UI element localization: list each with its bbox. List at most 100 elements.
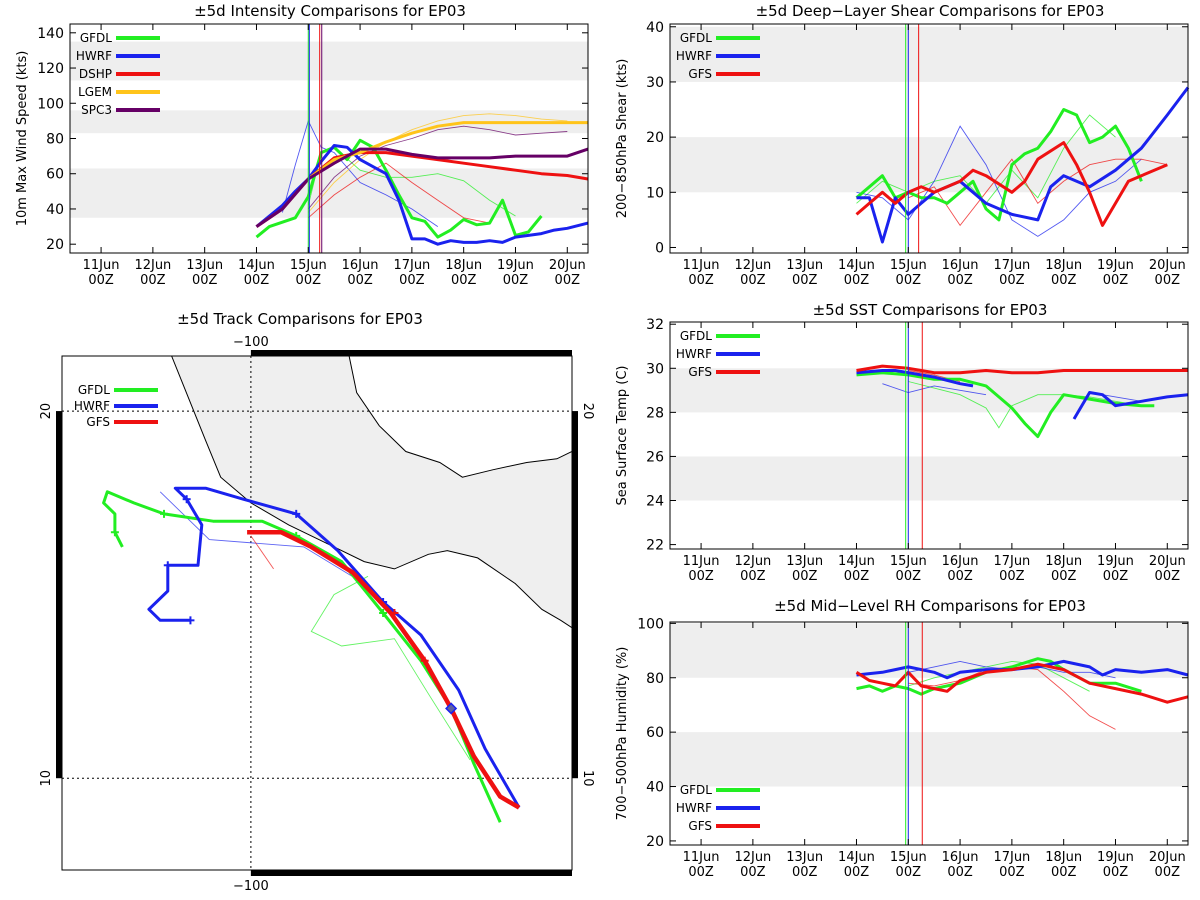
series-gfdl-line xyxy=(856,371,1155,439)
x-tick-day-label: 16Jun xyxy=(942,554,979,569)
rh-panel: ±5d Mid−Level RH Comparisons for EP03 20… xyxy=(600,597,1200,900)
x-tick-day-label: 12Jun xyxy=(734,850,771,865)
x-tick-hour-label: 00Z xyxy=(999,273,1025,288)
y-tick-label: 30 xyxy=(646,75,664,91)
series-dshp-prior xyxy=(308,162,490,224)
series-lgem-line xyxy=(307,121,588,181)
x-tick-hour-label: 00Z xyxy=(844,865,870,880)
x-tick-hour-label: 00Z xyxy=(192,273,218,288)
y-tick-label: 26 xyxy=(646,449,664,465)
x-tick-day-label: 15Jun xyxy=(890,850,927,865)
y-tick-label: 100 xyxy=(37,96,64,112)
track-gfdl-prior xyxy=(310,575,471,761)
y-tick-label: 32 xyxy=(646,317,664,333)
x-tick-day-label: 12Jun xyxy=(134,258,171,273)
series-gfs-prior xyxy=(908,158,1168,227)
x-tick-hour-label: 00Z xyxy=(896,865,922,880)
x-tick-day-label: 17Jun xyxy=(993,850,1030,865)
y-axis-label: 200−850hPa Shear (kts) xyxy=(615,59,630,219)
series-hwrf-line xyxy=(1072,391,1189,420)
x-tick-day-label: 17Jun xyxy=(993,258,1030,273)
x-tick-hour-label: 00Z xyxy=(244,273,270,288)
legend-label-gfdl: GFDL xyxy=(680,783,712,797)
sst-chart: 22242628303211Jun00Z12Jun00Z13Jun00Z14Ju… xyxy=(615,317,1189,584)
map-border-bottom xyxy=(250,870,572,876)
y-tick-label: 10 xyxy=(646,185,664,201)
x-tick-day-label: 19Jun xyxy=(497,258,534,273)
x-tick-day-label: 18Jun xyxy=(1045,554,1082,569)
series-gfs-line xyxy=(856,364,1188,375)
parallel-label-left: 10 xyxy=(39,770,54,787)
legend-label-hwrf: HWRF xyxy=(676,801,712,815)
x-tick-day-label: 14Jun xyxy=(838,258,875,273)
x-tick-day-label: 20Jun xyxy=(1149,850,1186,865)
series-gfs-line xyxy=(855,141,1168,227)
x-tick-hour-label: 00Z xyxy=(999,865,1025,880)
x-tick-hour-label: 00Z xyxy=(347,273,373,288)
x-tick-day-label: 20Jun xyxy=(549,258,586,273)
intensity-chart: 2040608010012014011Jun00Z12Jun00Z13Jun00… xyxy=(15,23,589,288)
legend-label-spc3: SPC3 xyxy=(81,103,112,117)
shade-band xyxy=(670,137,1188,193)
shear-chart: 01020304011Jun00Z12Jun00Z13Jun00Z14Jun00… xyxy=(615,20,1190,288)
coastline-gulf xyxy=(348,356,572,478)
x-tick-hour-label: 00Z xyxy=(688,865,714,880)
map-border-top xyxy=(250,350,572,356)
x-tick-day-label: 12Jun xyxy=(734,258,771,273)
x-tick-hour-label: 00Z xyxy=(1051,569,1077,584)
sst-panel: ±5d SST Comparisons for EP03 22 24 26 28 30 3… xyxy=(600,300,1200,600)
track-gfs-prior xyxy=(250,535,274,570)
shear-panel: ±5d Deep−Layer Shear Comparisons for EP0… xyxy=(600,0,1200,300)
x-tick-hour-label: 00Z xyxy=(792,569,818,584)
x-tick-hour-label: 00Z xyxy=(1103,569,1129,584)
shear-title: ±5d Deep−Layer Shear Comparisons for EP0… xyxy=(755,2,1105,20)
y-tick-label: 40 xyxy=(646,20,664,36)
x-tick-day-label: 12Jun xyxy=(734,554,771,569)
rh-title: ±5d Mid−Level RH Comparisons for EP03 xyxy=(774,597,1086,615)
x-tick-hour-label: 00Z xyxy=(844,569,870,584)
x-tick-hour-label: 00Z xyxy=(896,569,922,584)
sst-title: ±5d SST Comparisons for EP03 xyxy=(812,301,1048,319)
intensity-title: ±5d Intensity Comparisons for EP03 xyxy=(194,2,466,20)
x-tick-day-label: 17Jun xyxy=(393,258,430,273)
x-tick-day-label: 15Jun xyxy=(890,258,927,273)
plot-frame xyxy=(669,321,1189,550)
x-tick-day-label: 18Jun xyxy=(1045,258,1082,273)
plot-frame xyxy=(669,621,1189,846)
storm-position-marker xyxy=(445,702,458,715)
y-tick-label: 30 xyxy=(646,361,664,377)
y-tick-label: 60 xyxy=(646,725,664,741)
x-tick-day-label: 17Jun xyxy=(993,554,1030,569)
x-tick-hour-label: 00Z xyxy=(792,273,818,288)
x-tick-day-label: 15Jun xyxy=(290,258,327,273)
legend-label-gfdl: GFDL xyxy=(680,329,712,343)
x-tick-day-label: 18Jun xyxy=(1045,850,1082,865)
y-tick-label: 20 xyxy=(46,237,64,253)
x-tick-day-label: 14Jun xyxy=(838,850,875,865)
map-border-right xyxy=(572,411,578,779)
x-tick-hour-label: 00Z xyxy=(88,273,114,288)
legend-label-gfdl: GFDL xyxy=(78,383,110,397)
parallel-label-right: 10 xyxy=(580,770,595,787)
x-tick-hour-label: 00Z xyxy=(503,273,529,288)
x-tick-day-label: 14Jun xyxy=(838,554,875,569)
y-tick-label: 100 xyxy=(637,616,664,632)
meridian-label-top: −100 xyxy=(233,335,269,350)
legend-label-hwrf: HWRF xyxy=(676,49,712,63)
x-tick-day-label: 14Jun xyxy=(238,258,275,273)
y-axis-label: Sea Surface Temp (C) xyxy=(615,365,630,505)
x-tick-day-label: 11Jun xyxy=(83,258,120,273)
y-axis-label: 700−500hPa Humidity (%) xyxy=(615,647,630,821)
x-tick-hour-label: 00Z xyxy=(688,273,714,288)
meridian-label-bottom: −100 xyxy=(233,879,269,894)
gulf-water xyxy=(349,356,572,478)
y-tick-label: 20 xyxy=(646,130,664,146)
x-tick-day-label: 11Jun xyxy=(683,258,720,273)
map-border-left xyxy=(56,411,62,779)
x-tick-hour-label: 00Z xyxy=(1103,273,1129,288)
y-tick-label: 80 xyxy=(46,132,64,148)
y-tick-label: 24 xyxy=(646,494,664,510)
parallel-label-left: 20 xyxy=(39,403,54,420)
x-tick-day-label: 13Jun xyxy=(786,850,823,865)
x-tick-hour-label: 00Z xyxy=(947,569,973,584)
